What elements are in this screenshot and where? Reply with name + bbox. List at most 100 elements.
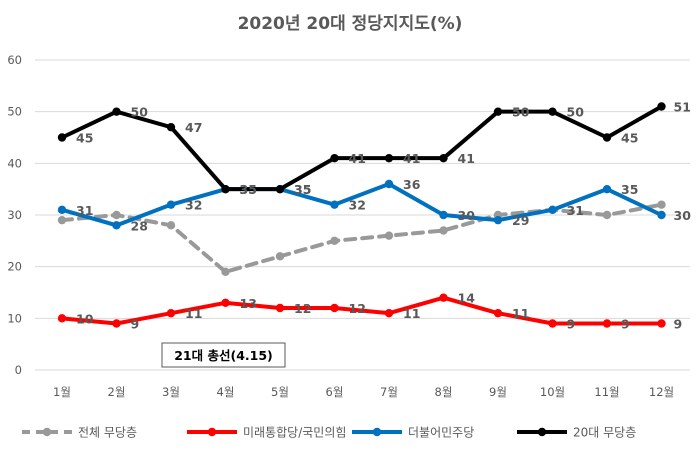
data-point [439,153,448,163]
y-tick-label: 30 [7,208,22,222]
data-label: 47 [185,120,202,135]
y-tick-label: 0 [15,363,22,377]
data-point [439,293,448,302]
data-label: 30 [458,208,476,223]
data-label: 31 [567,203,584,218]
series-line [60,295,664,326]
data-point [493,215,503,225]
y-tick-label: 60 [7,53,22,67]
series-2: 10 9 11 13 12 12 11 14 11 9 9 9 [57,291,683,332]
data-label: 32 [185,198,202,213]
data-point [166,308,176,318]
data-point [384,179,394,189]
legend-item-4: 20대 무당층 [517,426,636,440]
x-tick-label: 4월 [217,385,235,399]
data-label: 41 [458,151,475,166]
data-label: 35 [294,182,311,197]
data-point [602,133,612,142]
data-point [657,319,666,328]
data-label: 12 [294,301,311,316]
data-label: 13 [240,296,257,311]
data-label: 9 [567,317,576,332]
data-label: 35 [621,182,638,197]
data-point [275,252,285,261]
data-point [330,236,339,246]
chart-title: 2020년 20대 정당지지도(%) [238,14,463,34]
annotation-text: 21대 총선(4.15) [174,348,273,363]
legend-label: 미래통합당/국민의힘 [243,426,346,440]
data-point [384,153,394,163]
data-point [330,153,339,163]
data-label: 10 [76,311,94,326]
data-point [112,210,121,220]
data-point [57,205,67,215]
data-label: 9 [674,317,683,332]
data-point [57,133,67,142]
data-label: 45 [76,131,93,146]
data-point [548,205,557,215]
legend-label: 전체 무당층 [78,426,137,440]
data-point [657,200,666,209]
data-point [57,215,67,225]
data-label: 41 [349,151,366,166]
data-point [548,107,557,116]
data-point [166,221,176,230]
series-4: 45 50 47 35 35 41 41 41 50 50 45 51 [57,100,691,197]
y-tick-label: 40 [7,156,22,170]
legend-swatch-marker [42,427,52,437]
series-line [60,104,664,192]
x-tick-label: 2월 [108,385,126,399]
legend-label: 더불어민주당 [408,426,474,440]
data-label: 36 [403,177,421,192]
data-label: 30 [674,208,692,223]
y-tick-label: 20 [7,260,22,274]
data-label: 11 [185,306,202,321]
series-line [60,202,664,274]
x-tick-label: 10월 [540,385,565,399]
legend-swatch-marker [537,427,547,437]
data-point [275,303,285,313]
data-label: 45 [621,131,638,146]
data-label: 32 [349,198,366,213]
data-label: 35 [294,182,311,197]
legend-item-1: 전체 무당층 [22,426,137,440]
data-point [439,226,448,235]
x-tick-label: 11월 [594,385,619,399]
data-point [548,319,557,328]
data-label: 11 [512,306,529,321]
x-tick-label: 8월 [435,385,453,399]
legend-item-3: 더불어민주당 [352,426,474,440]
data-label: 11 [403,306,420,321]
x-tick-label: 9월 [489,385,507,399]
data-point [221,267,230,277]
data-point [166,122,176,132]
y-tick-label: 50 [7,105,22,119]
series-3: 31 28 32 35 35 32 36 30 29 31 35 30 [57,177,692,233]
data-point [602,184,612,194]
data-label: 35 [240,182,257,197]
data-point [439,210,448,220]
x-tick-label: 12월 [649,385,674,399]
data-point [330,200,339,209]
x-tick-label: 5월 [271,385,289,399]
legend-item-2: 미래통합당/국민의힘 [187,426,346,440]
data-label: 41 [403,151,420,166]
y-tick-label: 10 [7,311,22,325]
data-label: 9 [131,317,140,332]
data-label: 28 [131,218,148,233]
data-point [166,200,176,209]
data-point [602,210,612,220]
data-point [112,221,121,230]
data-label: 29 [512,213,529,228]
data-label: 14 [458,291,476,306]
data-point [384,231,394,240]
data-point [112,319,121,328]
data-point [221,298,230,308]
data-label: 12 [349,301,366,316]
data-point [602,319,612,328]
data-point [221,184,230,194]
data-label: 31 [76,203,93,218]
